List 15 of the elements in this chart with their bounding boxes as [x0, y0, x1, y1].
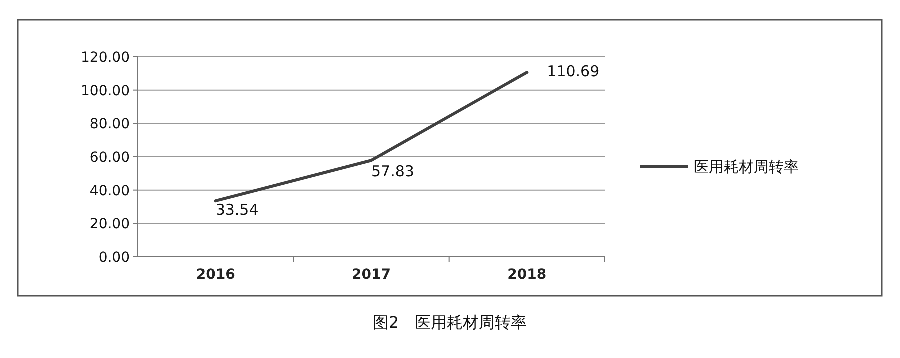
data-label: 110.69 — [547, 62, 600, 81]
y-tick-label: 20.00 — [90, 216, 130, 233]
data-label: 33.54 — [216, 201, 259, 220]
y-tick-label: 80.00 — [90, 116, 130, 133]
y-tick-label: 40.00 — [90, 183, 130, 200]
text: 图2 医用耗材周转率 — [372, 313, 528, 332]
data-label: 57.83 — [372, 162, 414, 181]
y-tick-label: 0.00 — [98, 250, 130, 266]
y-tick-label: 60.00 — [90, 150, 130, 166]
y-tick-label: 120.00 — [81, 50, 130, 66]
x-tick-label: 2018 — [508, 267, 547, 283]
y-tick-label: 100.00 — [81, 83, 130, 100]
x-tick-label: 2016 — [196, 267, 236, 283]
x-tick-label: 2017 — [352, 267, 391, 283]
legend-label: 医用耗材周转率 — [694, 158, 799, 176]
